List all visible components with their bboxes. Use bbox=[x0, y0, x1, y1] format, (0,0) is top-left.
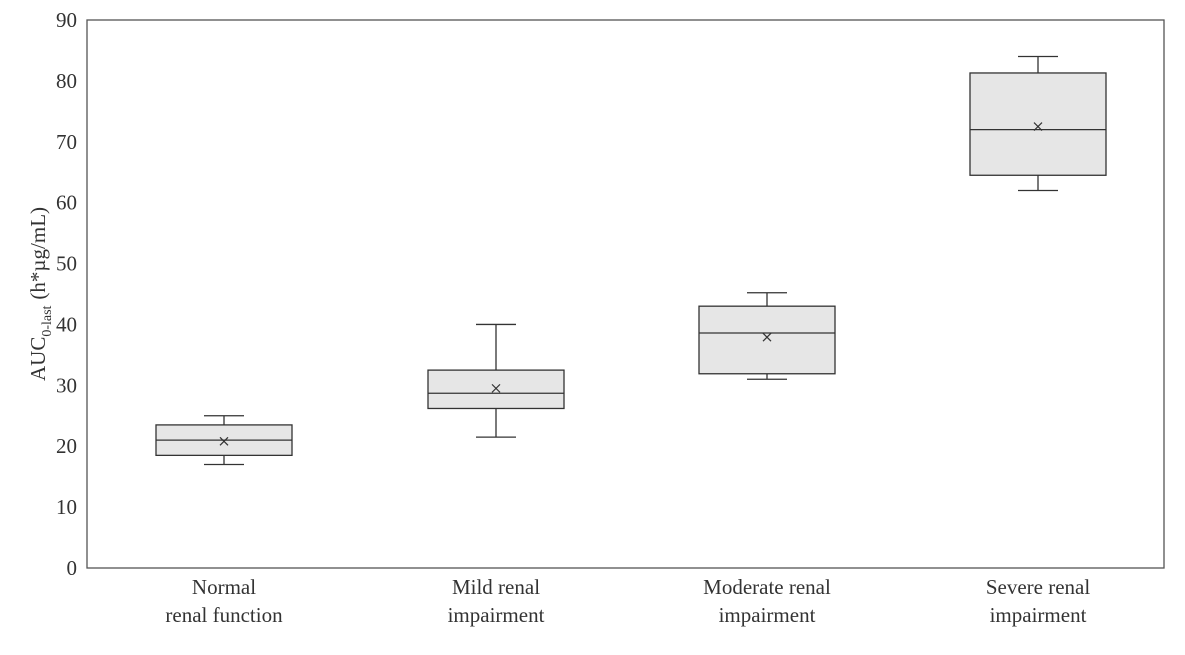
x-category-label: impairment bbox=[990, 603, 1087, 627]
y-tick-label: 30 bbox=[56, 373, 77, 397]
x-category-label: Moderate renal bbox=[703, 575, 831, 599]
mean-marker-stroke bbox=[219, 436, 229, 446]
mean-marker bbox=[219, 436, 229, 446]
x-category-label: Mild renal bbox=[452, 575, 540, 599]
iqr-box bbox=[969, 72, 1107, 176]
mean-marker-stroke bbox=[762, 332, 772, 342]
y-tick-label: 40 bbox=[56, 312, 77, 336]
x-category-label: Severe renal bbox=[986, 575, 1091, 599]
y-tick-label: 20 bbox=[56, 434, 77, 458]
box-group-4 bbox=[969, 55, 1107, 192]
box-group-3 bbox=[698, 292, 836, 380]
y-tick-label: 70 bbox=[56, 130, 77, 154]
x-category-label: renal function bbox=[165, 603, 283, 627]
y-tick-label: 60 bbox=[56, 191, 77, 215]
y-tick-label: 80 bbox=[56, 69, 77, 93]
x-category-label: impairment bbox=[719, 603, 816, 627]
iqr-box bbox=[698, 305, 836, 375]
mean-marker bbox=[1033, 122, 1043, 131]
y-axis-ticks: 0 10 20 30 40 50 60 70 80 90 bbox=[56, 8, 77, 580]
iqr-box bbox=[427, 369, 565, 410]
y-axis-title-subscript: 0-last bbox=[40, 305, 55, 336]
box-group-2 bbox=[427, 323, 565, 438]
y-tick-label: 10 bbox=[56, 495, 77, 519]
y-tick-label: 50 bbox=[56, 252, 77, 276]
mean-marker bbox=[491, 383, 501, 393]
y-axis-title-main: AUC bbox=[26, 337, 50, 381]
mean-marker-stroke bbox=[1033, 122, 1043, 131]
x-category-label: impairment bbox=[448, 603, 545, 627]
plot-frame bbox=[86, 19, 1165, 569]
y-tick-label: 0 bbox=[67, 556, 78, 580]
box-group-1 bbox=[155, 415, 293, 466]
y-tick-label: 90 bbox=[56, 8, 77, 32]
mean-marker bbox=[762, 332, 772, 342]
y-axis-title-unit: (h*µg/mL) bbox=[26, 207, 50, 300]
box-series bbox=[155, 55, 1107, 466]
x-axis-category-labels: Normal renal function Mild renal impairment… bbox=[165, 575, 1090, 627]
x-category-label: Normal bbox=[192, 575, 256, 599]
y-axis-title: AUC0-last (h*µg/mL) bbox=[26, 207, 55, 381]
mean-marker-stroke bbox=[491, 383, 501, 393]
